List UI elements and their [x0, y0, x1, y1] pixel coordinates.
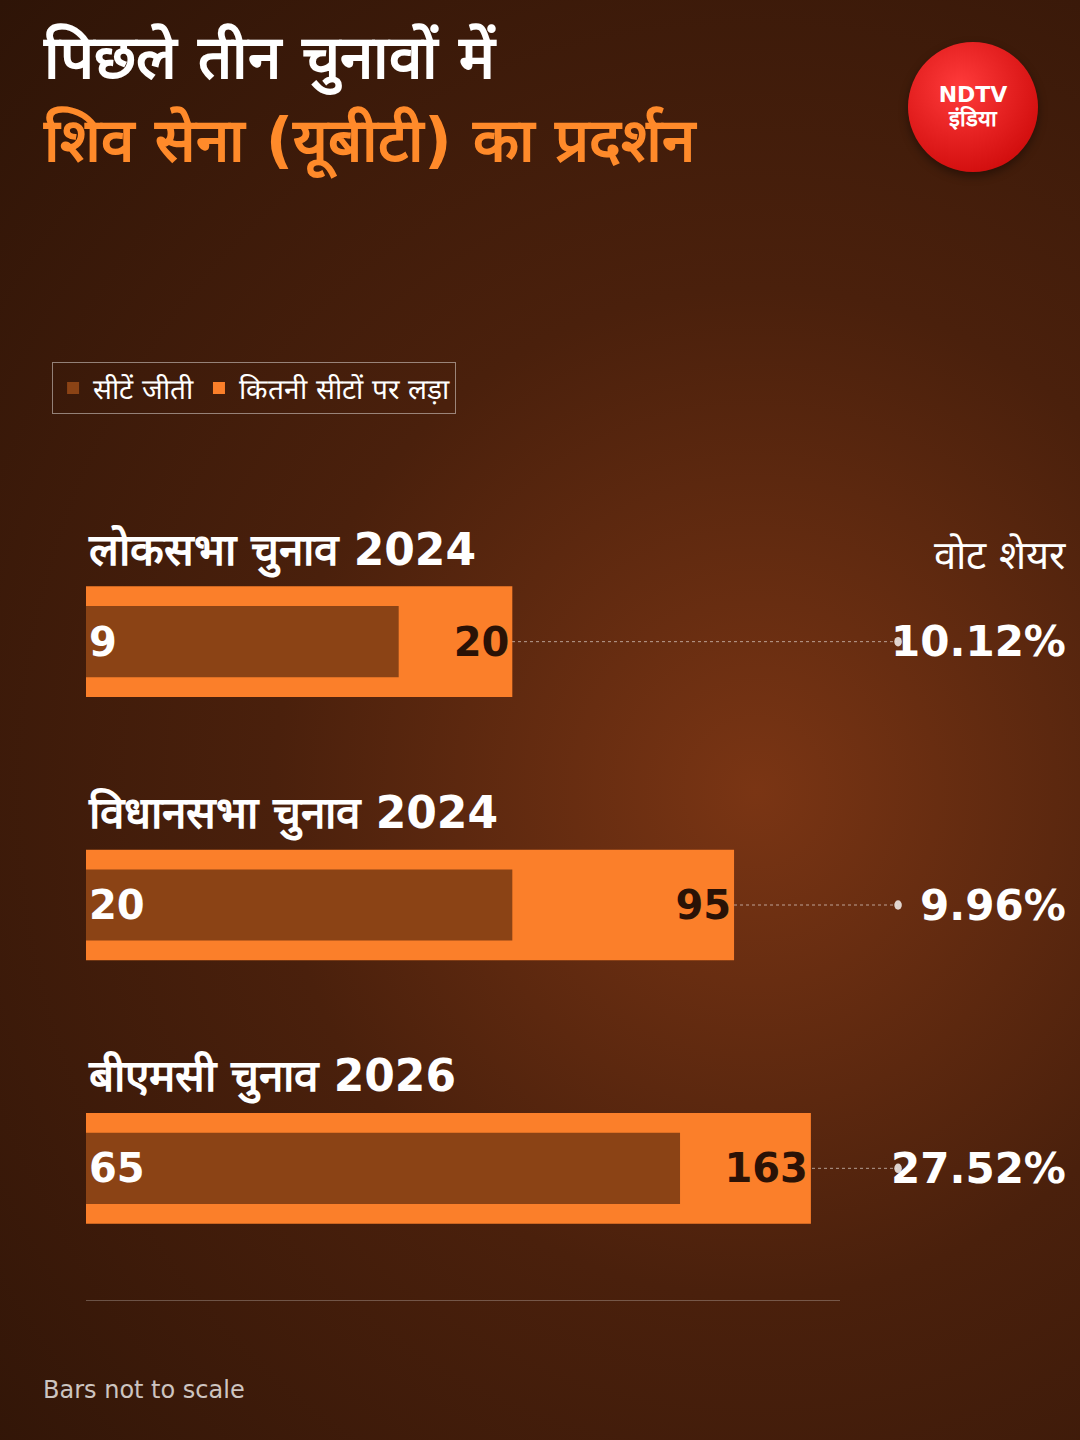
svg-text:9: 9 — [89, 619, 117, 665]
svg-text:163: 163 — [724, 1145, 808, 1191]
html-text:NDTV इंडिया: NDTV इंडिया — [938, 81, 1008, 131]
svg-text:कितनी सीटों पर लड़ा: कितनी सीटों पर लड़ा — [239, 373, 450, 406]
svg-text:9.96%: 9.96% — [920, 881, 1066, 930]
svg-text:27.52%: 27.52% — [891, 1144, 1066, 1193]
svg-text:बीएमसी चुनाव 2026: बीएमसी चुनाव 2026 — [88, 1050, 456, 1104]
svg-text:विधानसभा चुनाव 2024: विधानसभा चुनाव 2024 — [88, 787, 498, 841]
svg-text:पिछले तीन चुनावों में: पिछले तीन चुनावों में — [43, 22, 497, 96]
svg-text:सीटें जीती: सीटें जीती — [93, 373, 194, 406]
svg-text:वोट शेयर: वोट शेयर — [934, 532, 1066, 578]
svg-text:20: 20 — [454, 619, 510, 665]
svg-text:लोकसभा चुनाव 2024: लोकसभा चुनाव 2024 — [88, 524, 476, 578]
svg-text:20: 20 — [89, 882, 145, 928]
svg-text:Bars not to scale: Bars not to scale — [43, 1376, 245, 1404]
svg-text:10.12%: 10.12% — [891, 617, 1066, 666]
svg-text:65: 65 — [89, 1145, 145, 1191]
svg-text:95: 95 — [675, 882, 731, 928]
svg-text:शिव सेना (यूबीटी) का प्रदर्शन: शिव सेना (यूबीटी) का प्रदर्शन — [43, 105, 698, 179]
